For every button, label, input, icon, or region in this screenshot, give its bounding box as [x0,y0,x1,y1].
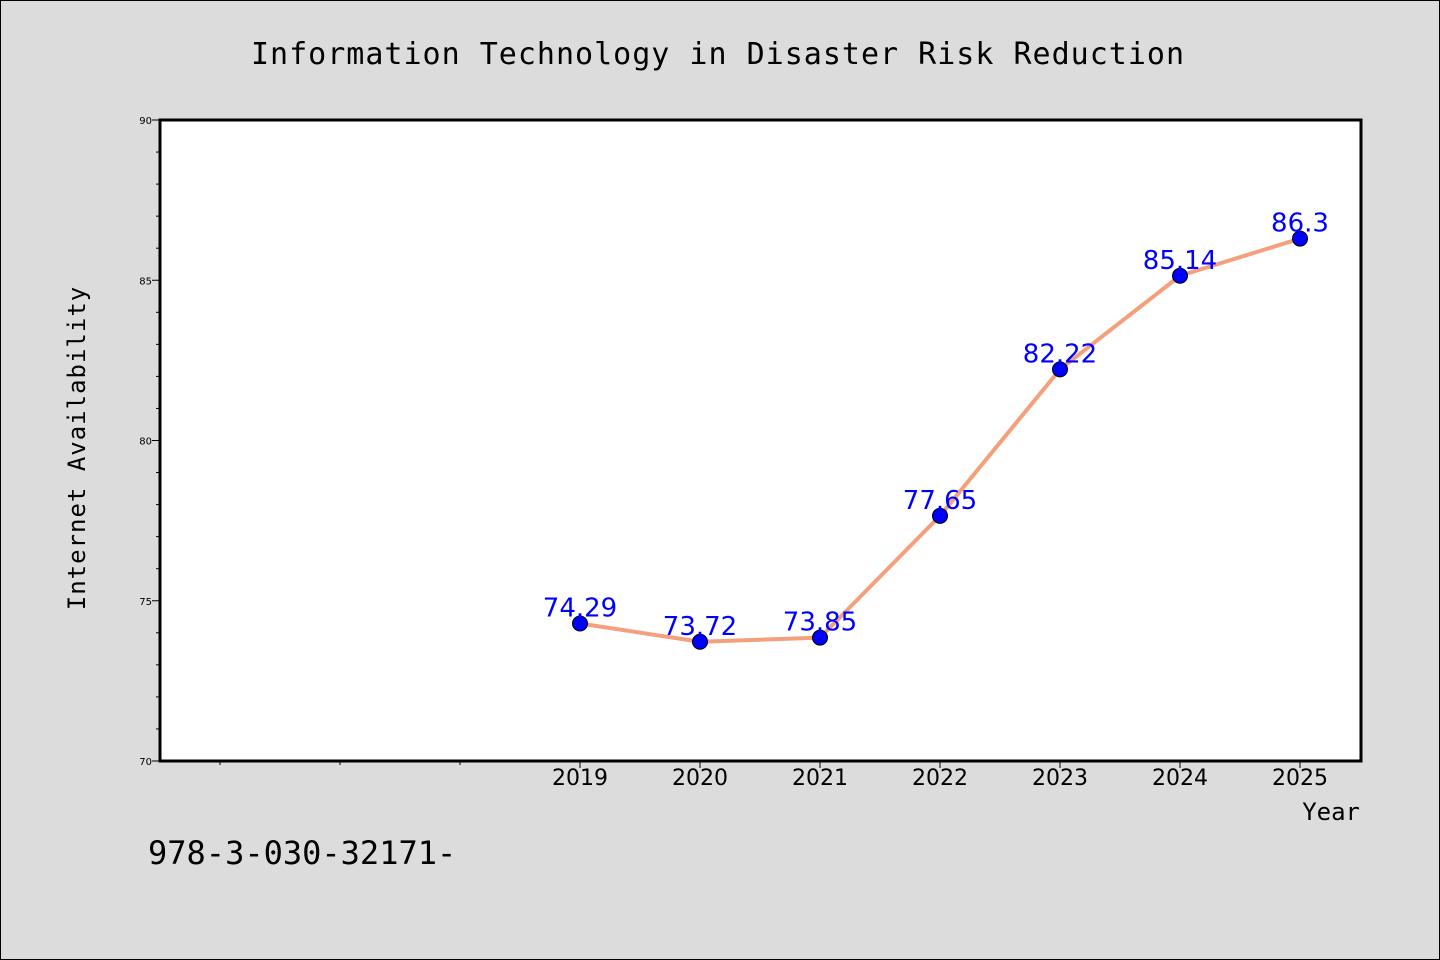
x-tick-label: 2024 [1152,766,1208,791]
data-point [812,629,828,646]
data-point [692,633,708,650]
footer-note: 978-3-030-32171- [148,834,456,872]
data-point [1052,361,1068,378]
y-tick-label: 85 [139,276,152,287]
data-label: 77.65 [903,486,977,516]
data-point [932,507,948,524]
y-axis-label: Internet Availability [63,286,91,610]
plot-area [158,118,1363,763]
data-point [1292,230,1308,247]
x-tick-label: 2019 [552,766,608,791]
y-tick-label: 70 [139,757,152,768]
data-label: 73.72 [663,612,737,642]
y-tick-label: 90 [139,116,152,127]
data-markers [572,230,1308,650]
data-label: 85.14 [1143,246,1217,276]
data-label: 86.3 [1271,209,1329,239]
x-axis: 2019 2020 2021 2022 2023 2024 2025 [552,761,1328,791]
data-label: 73.85 [783,608,857,638]
chart-title: Information Technology in Disaster Risk … [251,37,1185,72]
data-labels: 74.29 73.72 73.85 77.65 82.22 85.14 86.3 [543,209,1329,642]
data-label: 82.22 [1023,339,1097,369]
data-point [572,615,588,632]
data-point [1172,267,1188,284]
x-axis-label: Year [1302,798,1360,826]
x-tick-label: 2023 [1032,766,1088,791]
x-tick-label: 2020 [672,766,728,791]
x-tick-label: 2021 [792,766,848,791]
y-axis: 70 75 80 85 90 [139,116,160,768]
x-tick-label: 2025 [1272,766,1328,791]
y-tick-label: 75 [139,597,152,608]
minor-ticks [156,151,461,765]
y-tick-label: 80 [139,437,152,448]
data-label: 74.29 [543,594,617,624]
x-tick-label: 2022 [912,766,968,791]
